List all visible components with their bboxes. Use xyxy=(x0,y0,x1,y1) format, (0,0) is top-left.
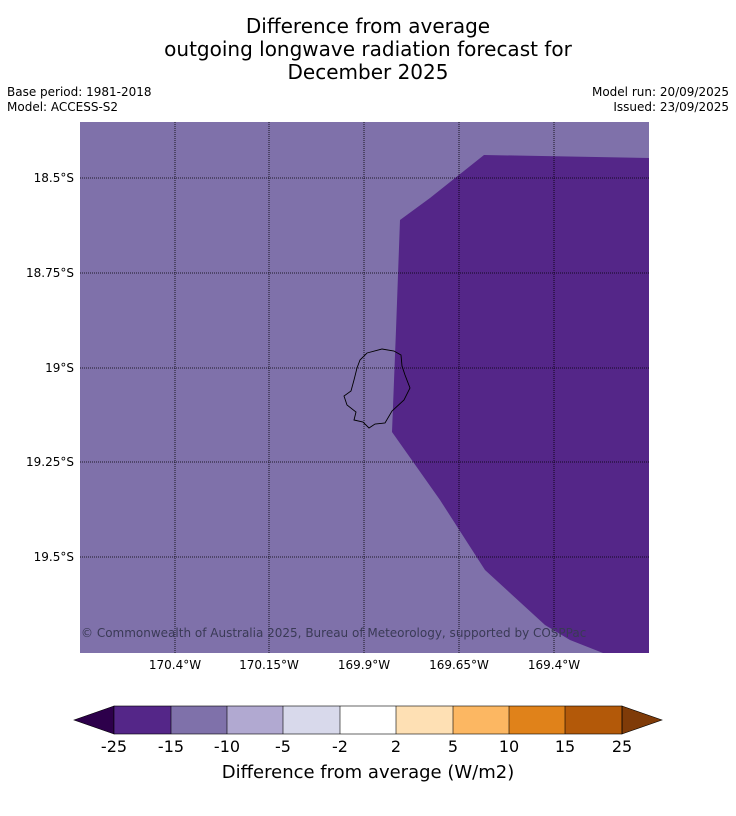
base-period: Base period: 1981-2018 xyxy=(7,85,152,99)
colorbar-tick-4: -5 xyxy=(275,737,291,756)
lon-label-4: 169.65°W xyxy=(429,658,489,672)
colorbar-over-arrow xyxy=(621,705,663,735)
colorbar-bin-8 xyxy=(509,706,565,734)
model-name: Model: ACCESS-S2 xyxy=(7,100,119,114)
colorbar-bin-6 xyxy=(396,706,453,734)
colorbar-bin-1 xyxy=(114,706,171,734)
colorbar-bin-7 xyxy=(453,706,509,734)
colorbar-label: Difference from average (W/m2) xyxy=(221,762,515,783)
lon-label-2: 170.15°W xyxy=(239,658,299,672)
gridlines xyxy=(80,122,649,653)
meta-right: Model run: 20/09/2025 Issued: 23/09/2025 xyxy=(592,85,729,115)
colorbar-dividers xyxy=(170,706,566,734)
lon-label-5: 169.4°W xyxy=(527,658,581,672)
colorbar-frame xyxy=(113,705,623,735)
colorbar-bin-5 xyxy=(340,706,396,734)
colorbar-tick-1: -25 xyxy=(100,737,128,756)
island-outline xyxy=(343,348,411,429)
lon-label-3: 169.9°W xyxy=(337,658,391,672)
lat-label-4: 19.25°S xyxy=(26,455,74,469)
title-line-3: December 2025 xyxy=(287,60,449,84)
lat-label-5: 19.5°S xyxy=(33,550,74,564)
colorbar-tick-5: -2 xyxy=(332,737,348,756)
colorbar-tick-6: 2 xyxy=(390,737,402,756)
colorbar xyxy=(73,705,663,735)
colorbar-bin-4 xyxy=(283,706,340,734)
title-line-1: Difference from average xyxy=(245,14,491,38)
colorbar-tick-10: 25 xyxy=(611,737,633,756)
title-line-2: outgoing longwave radiation forecast for xyxy=(164,37,572,61)
lat-label-3: 19°S xyxy=(45,361,74,375)
issued-date: Issued: 23/09/2025 xyxy=(613,100,729,114)
colorbar-bin-9 xyxy=(565,706,622,734)
colorbar-bin-2 xyxy=(171,706,227,734)
colorbar-tick-7: 5 xyxy=(447,737,459,756)
chart-title: Difference from average outgoing longwav… xyxy=(0,15,736,84)
lat-label-1: 18.5°S xyxy=(33,171,74,185)
anomaly-region xyxy=(392,155,649,653)
model-run: Model run: 20/09/2025 xyxy=(591,85,729,99)
colorbar-tick-9: 15 xyxy=(554,737,576,756)
colorbar-under-arrow xyxy=(73,705,115,735)
colorbar-bin-3 xyxy=(227,706,283,734)
colorbar-tick-8: 10 xyxy=(498,737,520,756)
colorbar-tick-2: -15 xyxy=(157,737,185,756)
copyright-notice: © Commonwealth of Australia 2025, Bureau… xyxy=(81,626,587,640)
colorbar-tick-3: -10 xyxy=(213,737,241,756)
lat-label-2: 18.75°S xyxy=(26,266,74,280)
lon-label-1: 170.4°W xyxy=(148,658,202,672)
meta-left: Base period: 1981-2018 Model: ACCESS-S2 xyxy=(7,85,152,115)
